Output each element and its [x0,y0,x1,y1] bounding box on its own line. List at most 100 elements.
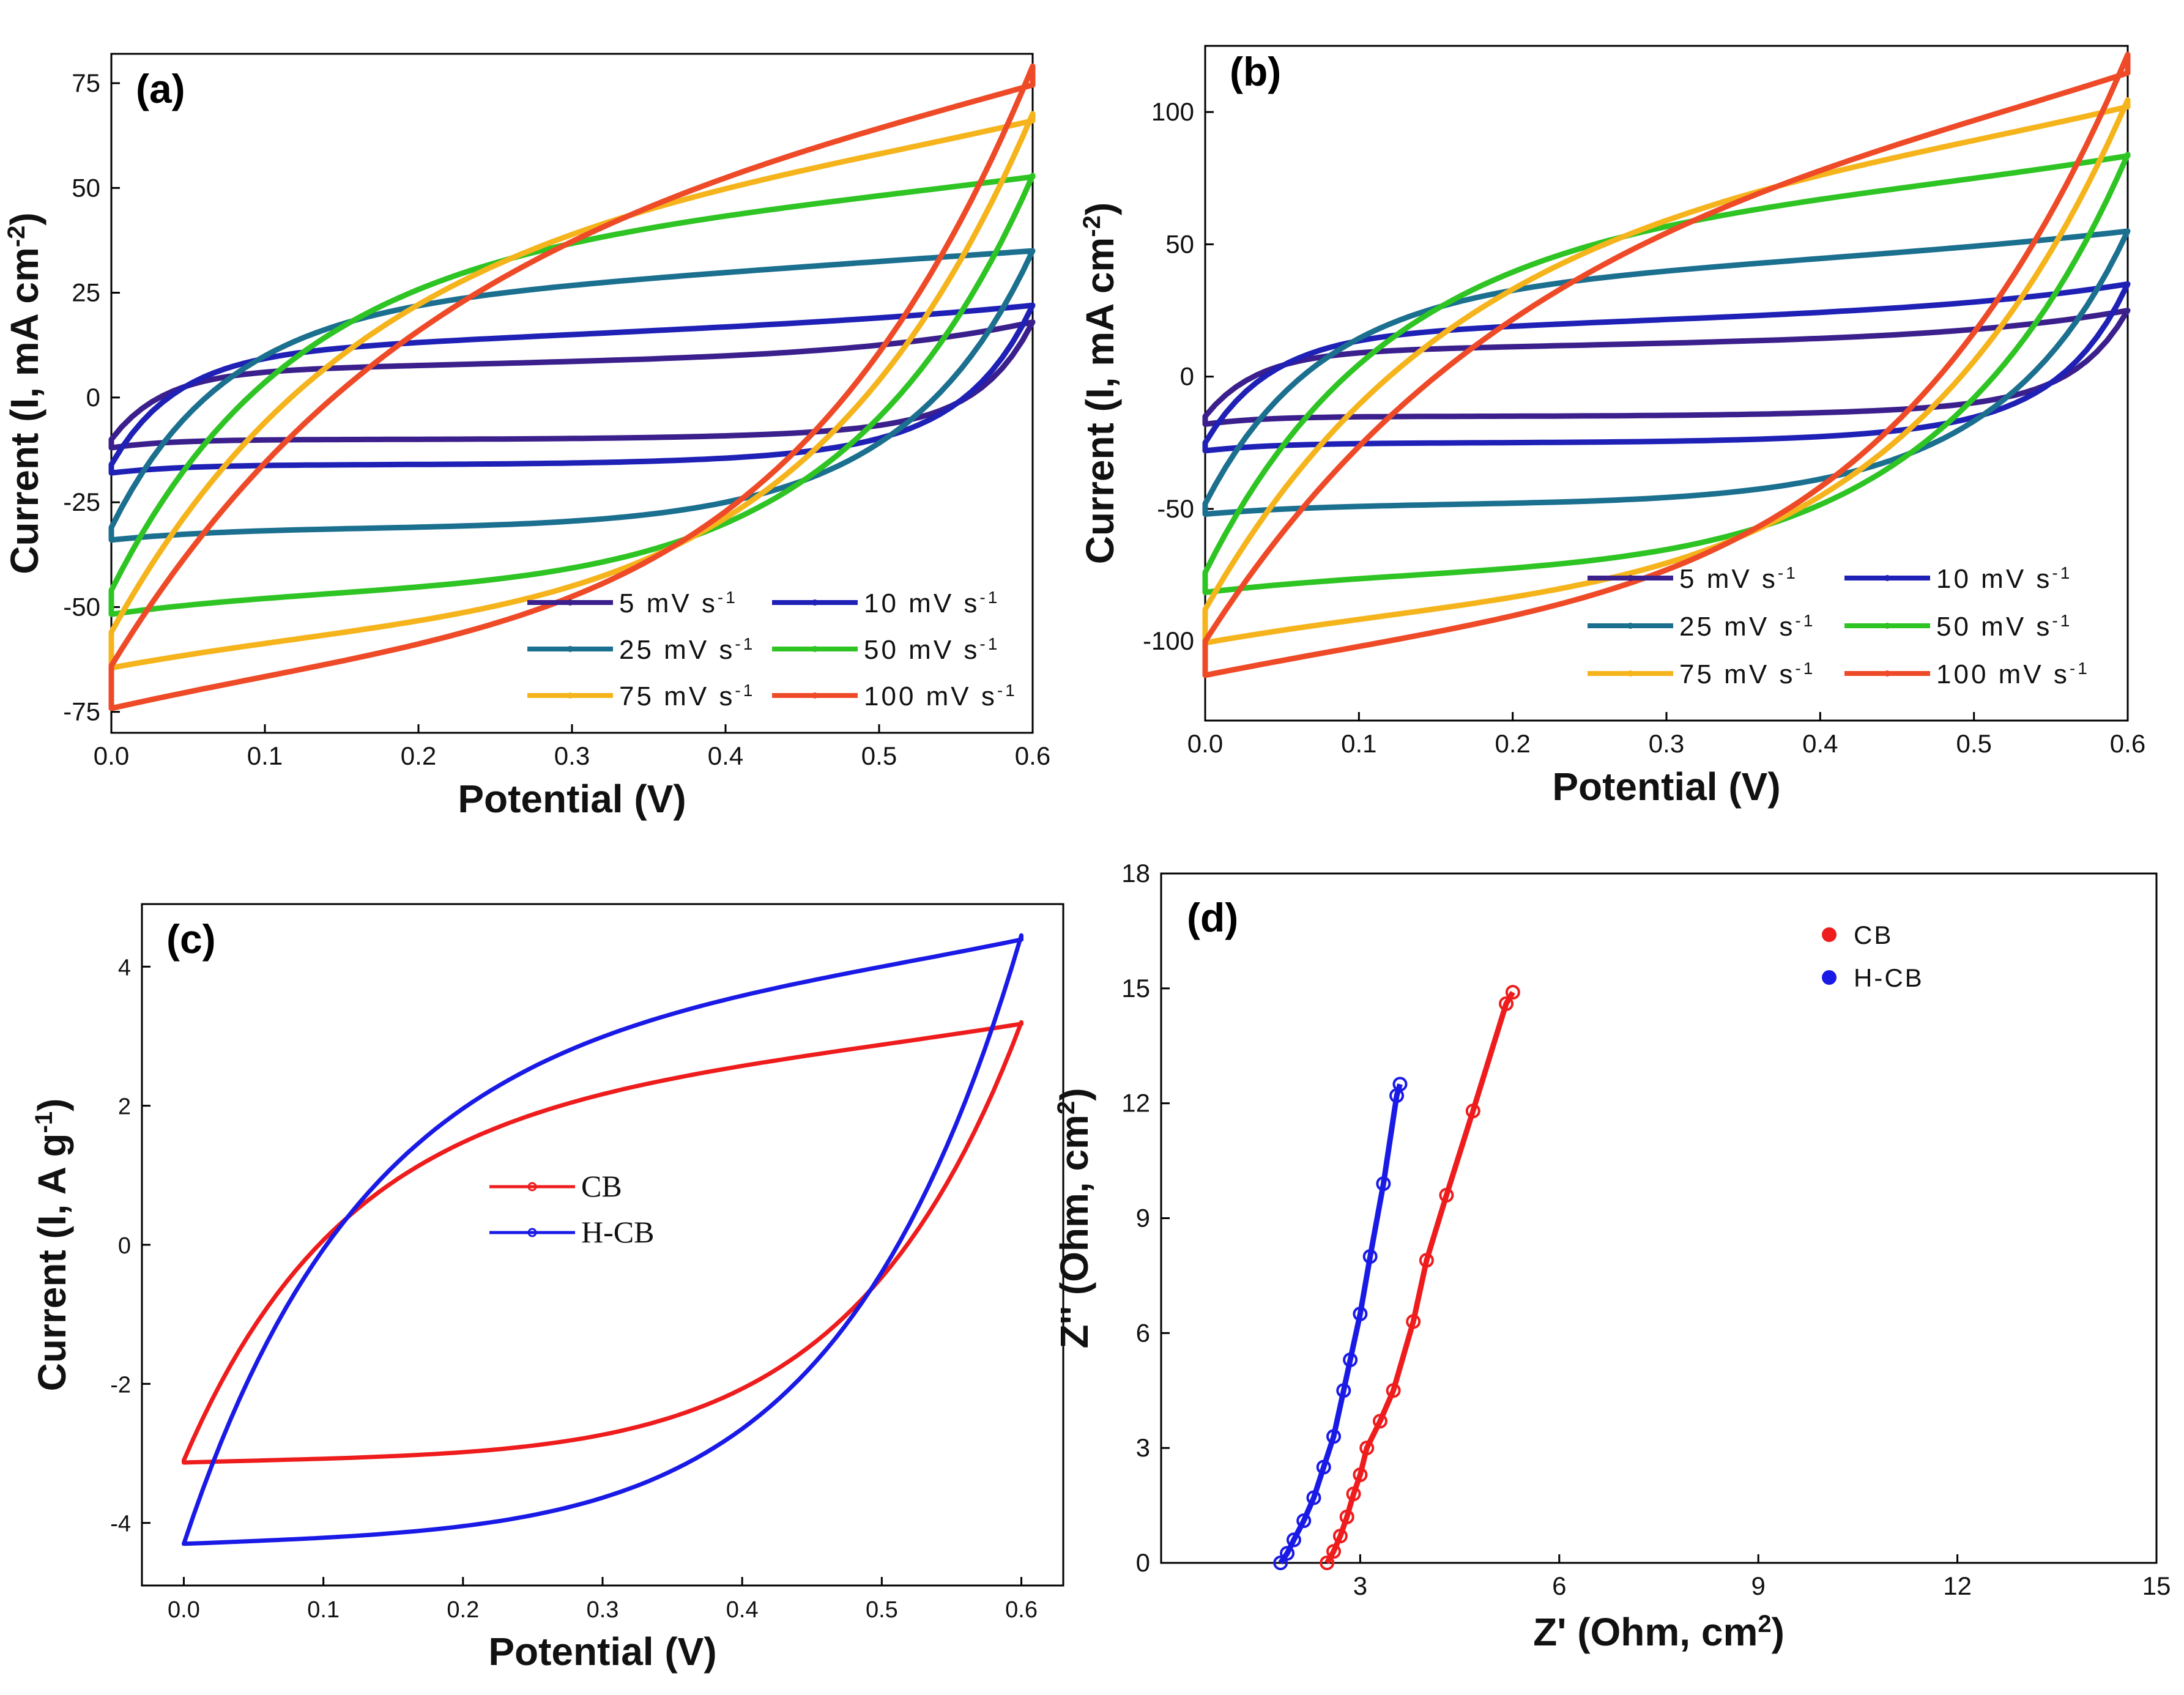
data-point-cb [1499,996,1514,1011]
y-tick-label: 18 [1121,859,1150,888]
legend-label-main: 25 mV s [1679,612,1795,642]
legend-label: H-CB [1854,963,1924,992]
legend-label-main: 50 mV s [864,635,979,665]
y-axis-label-main: Current (I, mA cm [1078,237,1122,565]
x-tick-label: 0.2 [1495,729,1530,758]
legend-label-main: 50 mV s [1936,612,2052,642]
data-point-cb [1406,1314,1421,1329]
legend: CB H-CB [1822,921,1924,992]
data-point-cb [1505,985,1520,1000]
legend-label-sup: -1 [2070,659,2090,678]
legend-label: H-CB [581,1215,654,1249]
x-tick-label: 0.0 [168,1597,200,1623]
legend-marker [527,1228,537,1237]
x-tick-label: 0.2 [401,741,436,770]
series-line-5-mv-s-1 [108,319,1036,451]
legend-label: CB [1854,921,1893,949]
y-tick-label: -4 [110,1511,131,1537]
legend-label-main: 75 mV s [619,681,735,711]
legend-label: 50 mV s-1 [864,634,1000,666]
data-point-cb [1320,1556,1335,1570]
plot-frame [1160,872,2158,1564]
series-line-75-mv-s-1 [1202,97,2131,646]
y-tick-label: -2 [110,1372,131,1398]
legend-label-sup: -1 [2052,611,2072,630]
y-axis-label-end: ) [1052,1088,1096,1100]
x-tick-label: 12 [1943,1571,1972,1600]
y-axis-label: Current (I, mA cm-2) [2,212,46,574]
legend-marker [812,692,818,699]
x-tick-label: 0.3 [1649,729,1684,758]
x-tick-label: 0.1 [1341,729,1376,758]
legend-marker [812,646,818,652]
series-line-cb [182,1020,1023,1465]
data-point-h-cb [1376,1176,1391,1192]
legend-label: 10 mV s-1 [1936,563,2072,595]
x-tick-label: 0.4 [708,741,743,770]
x-tick-label: 0.5 [866,1597,898,1623]
y-axis-label-main: Current (I, mA cm [2,247,46,574]
legend-label: 75 mV s-1 [619,681,755,712]
y-tick-label: -50 [63,592,100,621]
legend-label: 25 mV s-1 [619,634,755,666]
series-line-50-mv-s-1 [108,172,1036,617]
data-point-cb [1465,1103,1480,1119]
data-point-cb [1359,1441,1375,1456]
x-tick-label: 0.3 [587,1597,619,1623]
y-tick-label: 0 [86,383,100,412]
data-point-cb [1419,1253,1434,1268]
series-line-10-mv-s-1 [1202,281,2131,454]
legend-label: 100 mV s-1 [1936,659,2090,690]
y-tick-label: -25 [63,488,100,516]
data-point-h-cb [1326,1429,1342,1444]
x-axis-label: Potential (V) [1552,765,1780,809]
y-tick-label: -75 [63,697,100,726]
legend-marker [567,599,573,606]
x-tick-label: 0.0 [1187,729,1223,758]
legend-marker [1884,670,1890,677]
y-axis-label-end: ) [2,212,46,225]
y-axis-label-end: ) [30,1099,74,1111]
data-point-h-cb [1296,1513,1312,1529]
legend-label-sup: -1 [735,681,755,700]
x-axis-label: Z' (Ohm, cm2) [1533,1610,1785,1654]
legend-label-main: 75 mV s [1679,659,1795,689]
data-point-h-cb [1316,1459,1331,1475]
legend-label-sup: -1 [997,681,1017,700]
legend-label: 5 mV s-1 [619,588,738,619]
x-tick-label: 0.3 [554,741,590,770]
x-tick-label: 0.6 [2110,729,2145,758]
y-tick-label: 3 [1136,1433,1150,1462]
panel-label: (b) [1230,49,1281,94]
x-tick-label: 6 [1552,1571,1566,1600]
x-tick-label: 0.4 [1802,729,1838,758]
legend-label-main: 10 mV s [1936,564,2052,594]
x-tick-label: 0.0 [94,741,129,770]
x-tick-label: 0.4 [726,1597,759,1623]
data-point-cb [1339,1509,1354,1524]
panel-label: (d) [1187,895,1238,940]
y-tick-label: 0 [118,1233,131,1259]
panel-b: 0.0 0.1 0.2 0.3 0.4 0.5 0.6 -100 -50 0 50 100 (b) Pot… [1078,45,2145,809]
legend-label-sup: -1 [718,588,738,607]
legend-label: 25 mV s-1 [1679,611,1815,642]
legend-label-sup: -1 [1778,563,1798,582]
y-tick-label: 2 [118,1094,131,1120]
x-axis-label: Potential (V) [488,1630,716,1674]
y-axis-label: Current (I, mA cm-2) [1078,202,1122,564]
legend-marker [1627,670,1633,677]
legend-marker [567,692,573,699]
data-point-h-cb [1336,1383,1351,1398]
data-point-h-cb [1280,1546,1295,1561]
legend-marker [1822,970,1837,985]
data-point-h-cb [1273,1556,1288,1570]
legend-label: 100 mV s-1 [864,681,1017,712]
series-line-100-mv-s-1 [1202,51,2131,678]
y-tick-label: 100 [1151,97,1194,126]
legend-marker [527,1182,537,1192]
x-axis-label-end: ) [1772,1610,1785,1654]
y-tick-label: 12 [1121,1089,1150,1118]
data-point-cb [1386,1383,1401,1398]
data-point-cb [1353,1467,1368,1482]
